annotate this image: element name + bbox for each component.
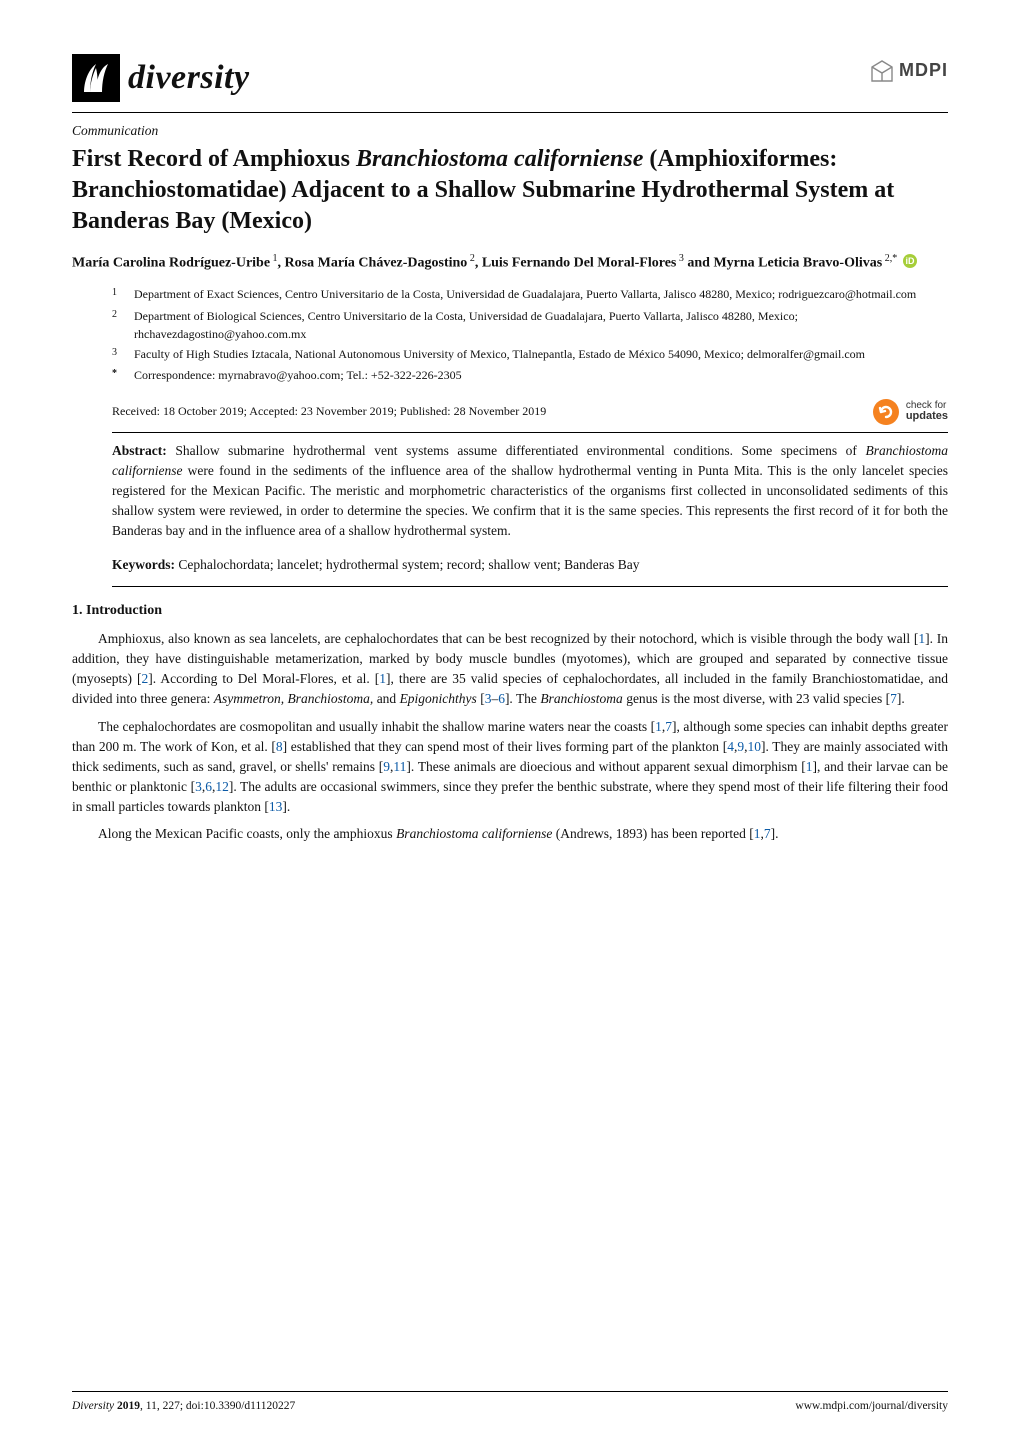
affiliation-1: 1 Department of Exact Sciences, Centro U… [112, 285, 948, 304]
text: [ [477, 691, 485, 706]
publisher-name: MDPI [899, 58, 948, 84]
citation-link[interactable]: 7 [890, 691, 897, 706]
affiliations: 1 Department of Exact Sciences, Centro U… [112, 285, 948, 384]
text: The cephalochordates are cosmopolitan an… [98, 719, 655, 734]
citation-link[interactable]: 3 [195, 779, 202, 794]
species-italic: Asymmetron, Branchiostoma, [214, 691, 374, 706]
text: genus is the most diverse, with 23 valid… [623, 691, 890, 706]
journal-logo-block: diversity [72, 54, 250, 102]
aff-num-1: 1 [112, 287, 117, 298]
article-title: First Record of Amphioxus Branchiostoma … [72, 144, 948, 236]
citation-link[interactable]: 11 [393, 759, 406, 774]
author-2-sup: 2 [467, 253, 475, 264]
abstract-text-2: were found in the sediments of the influ… [112, 463, 948, 538]
citation-link[interactable]: 1 [806, 759, 813, 774]
text: ] established that they can spend most o… [283, 739, 728, 754]
svg-text:iD: iD [905, 256, 915, 266]
citation-link[interactable]: 6 [205, 779, 212, 794]
authors-line: María Carolina Rodríguez-Uribe 1, Rosa M… [72, 251, 948, 274]
author-1: María Carolina Rodríguez-Uribe [72, 255, 270, 270]
author-2: Rosa María Chávez-Dagostino [285, 255, 468, 270]
check-for-updates-button[interactable]: check for updates [872, 398, 948, 426]
sep: , [475, 255, 482, 270]
page-footer: Diversity 2019, 11, 227; doi:10.3390/d11… [72, 1391, 948, 1414]
text: (Andrews, 1893) has been reported [ [552, 826, 753, 841]
species-italic: Epigonichthys [400, 691, 477, 706]
mdpi-icon [869, 58, 895, 84]
author-4: Myrna Leticia Bravo-Olivas [713, 255, 882, 270]
author-4-sup: 2,* [882, 253, 897, 264]
journal-name: diversity [128, 54, 250, 102]
publisher-logo: MDPI [869, 58, 948, 84]
affiliation-2: 2 Department of Biological Sciences, Cen… [112, 307, 948, 343]
check-updates-l2: updates [906, 410, 948, 422]
keywords-text: Cephalochordata; lancelet; hydrothermal … [175, 557, 639, 572]
footer-year: 2019 [117, 1400, 140, 1412]
check-updates-l1: check for [906, 400, 947, 411]
species-italic: Branchiostoma [540, 691, 623, 706]
aff-num-3: 3 [112, 347, 117, 358]
citation-link[interactable]: 1 [655, 719, 662, 734]
citation-link[interactable]: 8 [276, 739, 283, 754]
citation-link[interactable]: 6 [498, 691, 505, 706]
text: ]. According to Del Moral-Flores, et al.… [148, 671, 379, 686]
title-species: Branchiostoma californiense [356, 146, 643, 172]
paragraph-1: Amphioxus, also known as sea lancelets, … [72, 629, 948, 709]
text: ]. [771, 826, 779, 841]
species-italic: Branchiostoma californiense [396, 826, 552, 841]
dates-row: Received: 18 October 2019; Accepted: 23 … [112, 398, 948, 426]
divider [112, 586, 948, 587]
text: ]. These animals are dioecious and witho… [406, 759, 805, 774]
affiliation-3: 3 Faculty of High Studies Iztacala, Nati… [112, 345, 948, 364]
article-type: Communication [72, 121, 948, 140]
paragraph-2: The cephalochordates are cosmopolitan an… [72, 717, 948, 817]
text: ]. The [505, 691, 540, 706]
citation-link[interactable]: 10 [747, 739, 761, 754]
keywords-label: Keywords: [112, 557, 175, 572]
keywords: Keywords: Cephalochordata; lancelet; hyd… [112, 555, 948, 574]
aff-text-1: Department of Exact Sciences, Centro Uni… [134, 285, 916, 304]
author-3-sup: 3 [676, 253, 684, 264]
sep: and [684, 255, 714, 270]
check-updates-label: check for updates [906, 401, 948, 423]
aff-num-2: 2 [112, 309, 117, 320]
citation-link[interactable]: 12 [215, 779, 229, 794]
paragraph-3: Along the Mexican Pacific coasts, only t… [72, 824, 948, 844]
article-dates: Received: 18 October 2019; Accepted: 23 … [112, 403, 546, 420]
aff-text-3: Faculty of High Studies Iztacala, Nation… [134, 345, 865, 364]
footer-left: Diversity 2019, 11, 227; doi:10.3390/d11… [72, 1398, 295, 1414]
author-1-sup: 1 [270, 253, 278, 264]
abstract-label: Abstract: [112, 443, 167, 458]
citation-link[interactable]: 13 [269, 799, 283, 814]
footer-right[interactable]: www.mdpi.com/journal/diversity [795, 1398, 948, 1414]
title-prefix: First Record of Amphioxus [72, 146, 356, 172]
aff-text-2: Department of Biological Sciences, Centr… [134, 307, 948, 343]
abstract-text-1: Shallow submarine hydrothermal vent syst… [167, 443, 866, 458]
citation-link[interactable]: 7 [764, 826, 771, 841]
check-updates-icon [872, 398, 900, 426]
text: ]. [897, 691, 905, 706]
citation-link[interactable]: 1 [379, 671, 386, 686]
author-3: Luis Fernando Del Moral-Flores [482, 255, 677, 270]
journal-logo-icon [72, 54, 120, 102]
footer-journal: Diversity [72, 1400, 117, 1412]
text: ]. [282, 799, 290, 814]
text: Amphioxus, also known as sea lancelets, … [98, 631, 918, 646]
orcid-icon[interactable]: iD [903, 254, 917, 268]
aff-star: * [112, 366, 124, 384]
section-1-heading: 1. Introduction [72, 601, 948, 621]
text: and [373, 691, 399, 706]
divider [72, 112, 948, 113]
text: Along the Mexican Pacific coasts, only t… [98, 826, 396, 841]
sep: , [278, 255, 285, 270]
divider [112, 432, 948, 433]
abstract: Abstract: Shallow submarine hydrothermal… [112, 441, 948, 541]
citation-link[interactable]: 4 [727, 739, 734, 754]
footer-doi: , 11, 227; doi:10.3390/d11120227 [140, 1400, 295, 1412]
correspondence-text: Correspondence: myrnabravo@yahoo.com; Te… [134, 366, 462, 384]
correspondence: * Correspondence: myrnabravo@yahoo.com; … [112, 366, 948, 384]
header-row: diversity MDPI [72, 54, 948, 102]
